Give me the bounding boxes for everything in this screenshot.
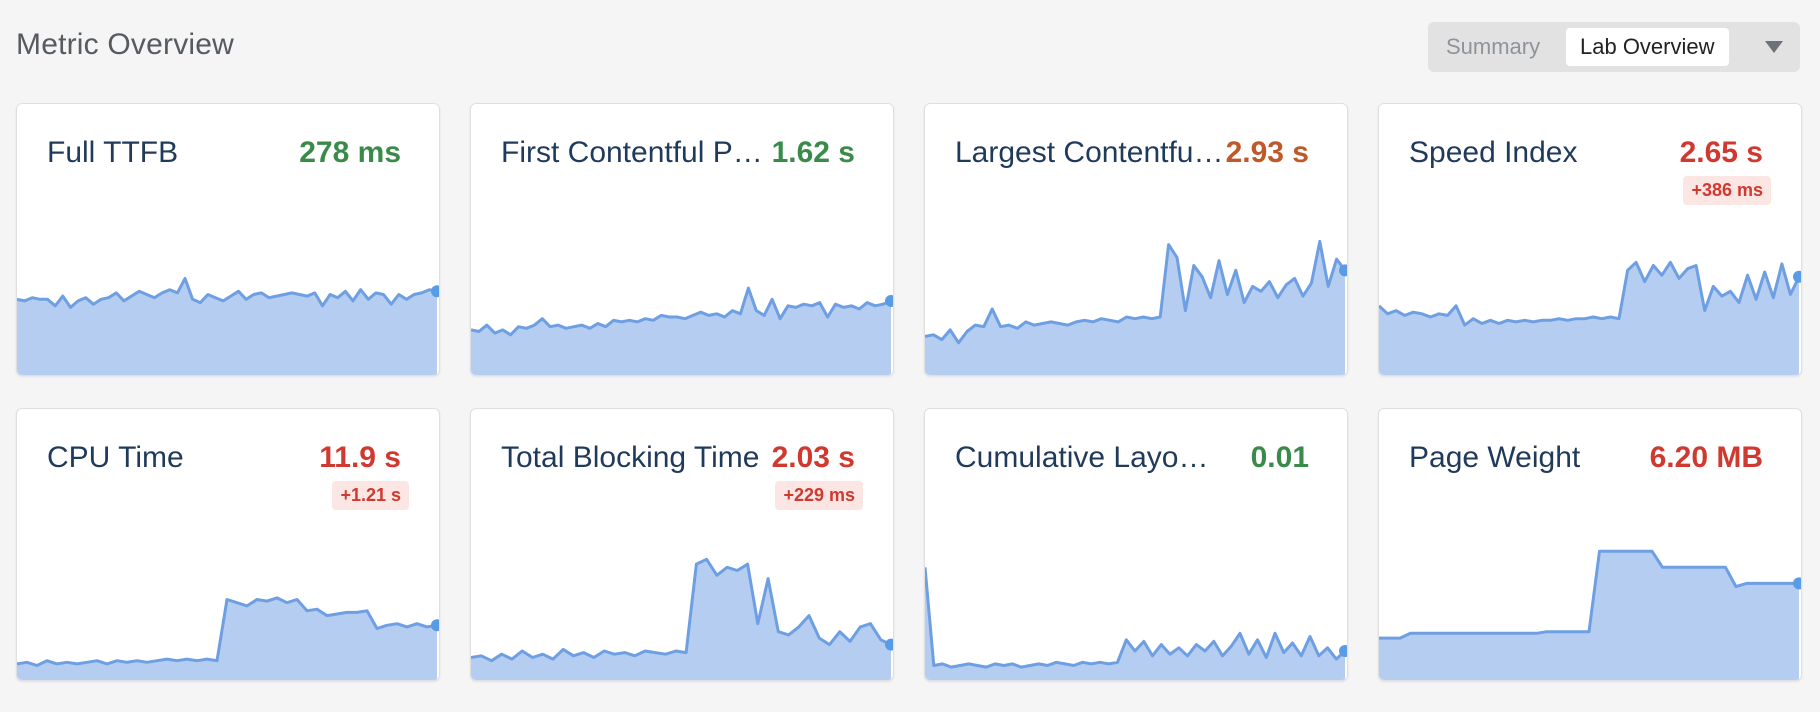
metric-card-total-blocking-time[interactable]: Total Blocking Time 2.03 s +229 ms (470, 408, 894, 681)
sparkline-line (925, 239, 1347, 345)
view-toggle: Summary Lab Overview (1428, 22, 1800, 72)
latest-point-marker (1793, 577, 1801, 590)
latest-point-marker (1793, 270, 1801, 283)
sparkline-area (1379, 551, 1799, 680)
sparkline-chart (1379, 549, 1801, 680)
latest-point-marker (431, 285, 439, 298)
sparkline-area (925, 241, 1345, 375)
metric-delta-badge: +386 ms (1683, 176, 1771, 205)
sparkline-area (17, 278, 437, 375)
sparkline-chart (1379, 260, 1801, 375)
sparkline-line (17, 276, 438, 309)
sparkline-area (471, 288, 891, 375)
metric-value: 278 ms (299, 136, 401, 169)
sparkline-line (1379, 260, 1801, 327)
sparkline-line (471, 286, 892, 337)
sparkline-chart (925, 567, 1347, 680)
metric-card-cumulative-layout-shift[interactable]: Cumulative Layout Shift 0.01 (924, 408, 1348, 681)
metric-value: 2.65 s (1679, 136, 1763, 169)
metric-value: 6.20 MB (1649, 441, 1763, 474)
sparkline-line (471, 557, 892, 663)
metric-card-first-contentful-paint[interactable]: First Contentful Paint 1.62 s (470, 103, 894, 376)
metric-value: 2.93 s (1225, 136, 1309, 169)
latest-point-marker (885, 638, 893, 651)
sparkline-area (17, 597, 437, 680)
metric-value: 2.03 s (771, 441, 855, 474)
metric-delta-badge: +229 ms (775, 481, 863, 510)
metric-card-speed-index[interactable]: Speed Index 2.65 s +386 ms (1378, 103, 1802, 376)
latest-point-marker (885, 294, 893, 307)
metric-card-largest-contentful-paint[interactable]: Largest Contentful Paint 2.93 s (924, 103, 1348, 376)
sparkline-line (925, 567, 1347, 669)
sparkline-area (925, 567, 1345, 680)
tab-lab-overview[interactable]: Lab Overview (1566, 28, 1729, 66)
latest-point-marker (1339, 264, 1347, 277)
sparkline-line (17, 596, 438, 667)
sparkline-chart (471, 557, 893, 680)
metric-value: 11.9 s (319, 441, 401, 474)
tab-summary[interactable]: Summary (1446, 34, 1541, 59)
sparkline-line (1379, 549, 1799, 640)
metric-value: 1.62 s (771, 136, 855, 169)
metric-delta-badge: +1.21 s (332, 481, 409, 510)
sparkline-chart (925, 239, 1347, 375)
sparkline-chart (17, 596, 439, 680)
latest-point-marker (431, 619, 439, 632)
metric-card-page-weight[interactable]: Page Weight 6.20 MB (1378, 408, 1802, 681)
page-title: Metric Overview (16, 28, 235, 61)
metric-card-cpu-time[interactable]: CPU Time 11.9 s +1.21 s (16, 408, 440, 681)
sparkline-chart (471, 286, 893, 375)
chevron-down-icon[interactable] (1760, 37, 1788, 57)
metric-card-full-ttfb[interactable]: Full TTFB 278 ms (16, 103, 440, 376)
metric-value: 0.01 (1250, 441, 1309, 474)
latest-point-marker (1339, 645, 1347, 658)
sparkline-chart (17, 276, 439, 375)
sparkline-area (471, 559, 891, 680)
